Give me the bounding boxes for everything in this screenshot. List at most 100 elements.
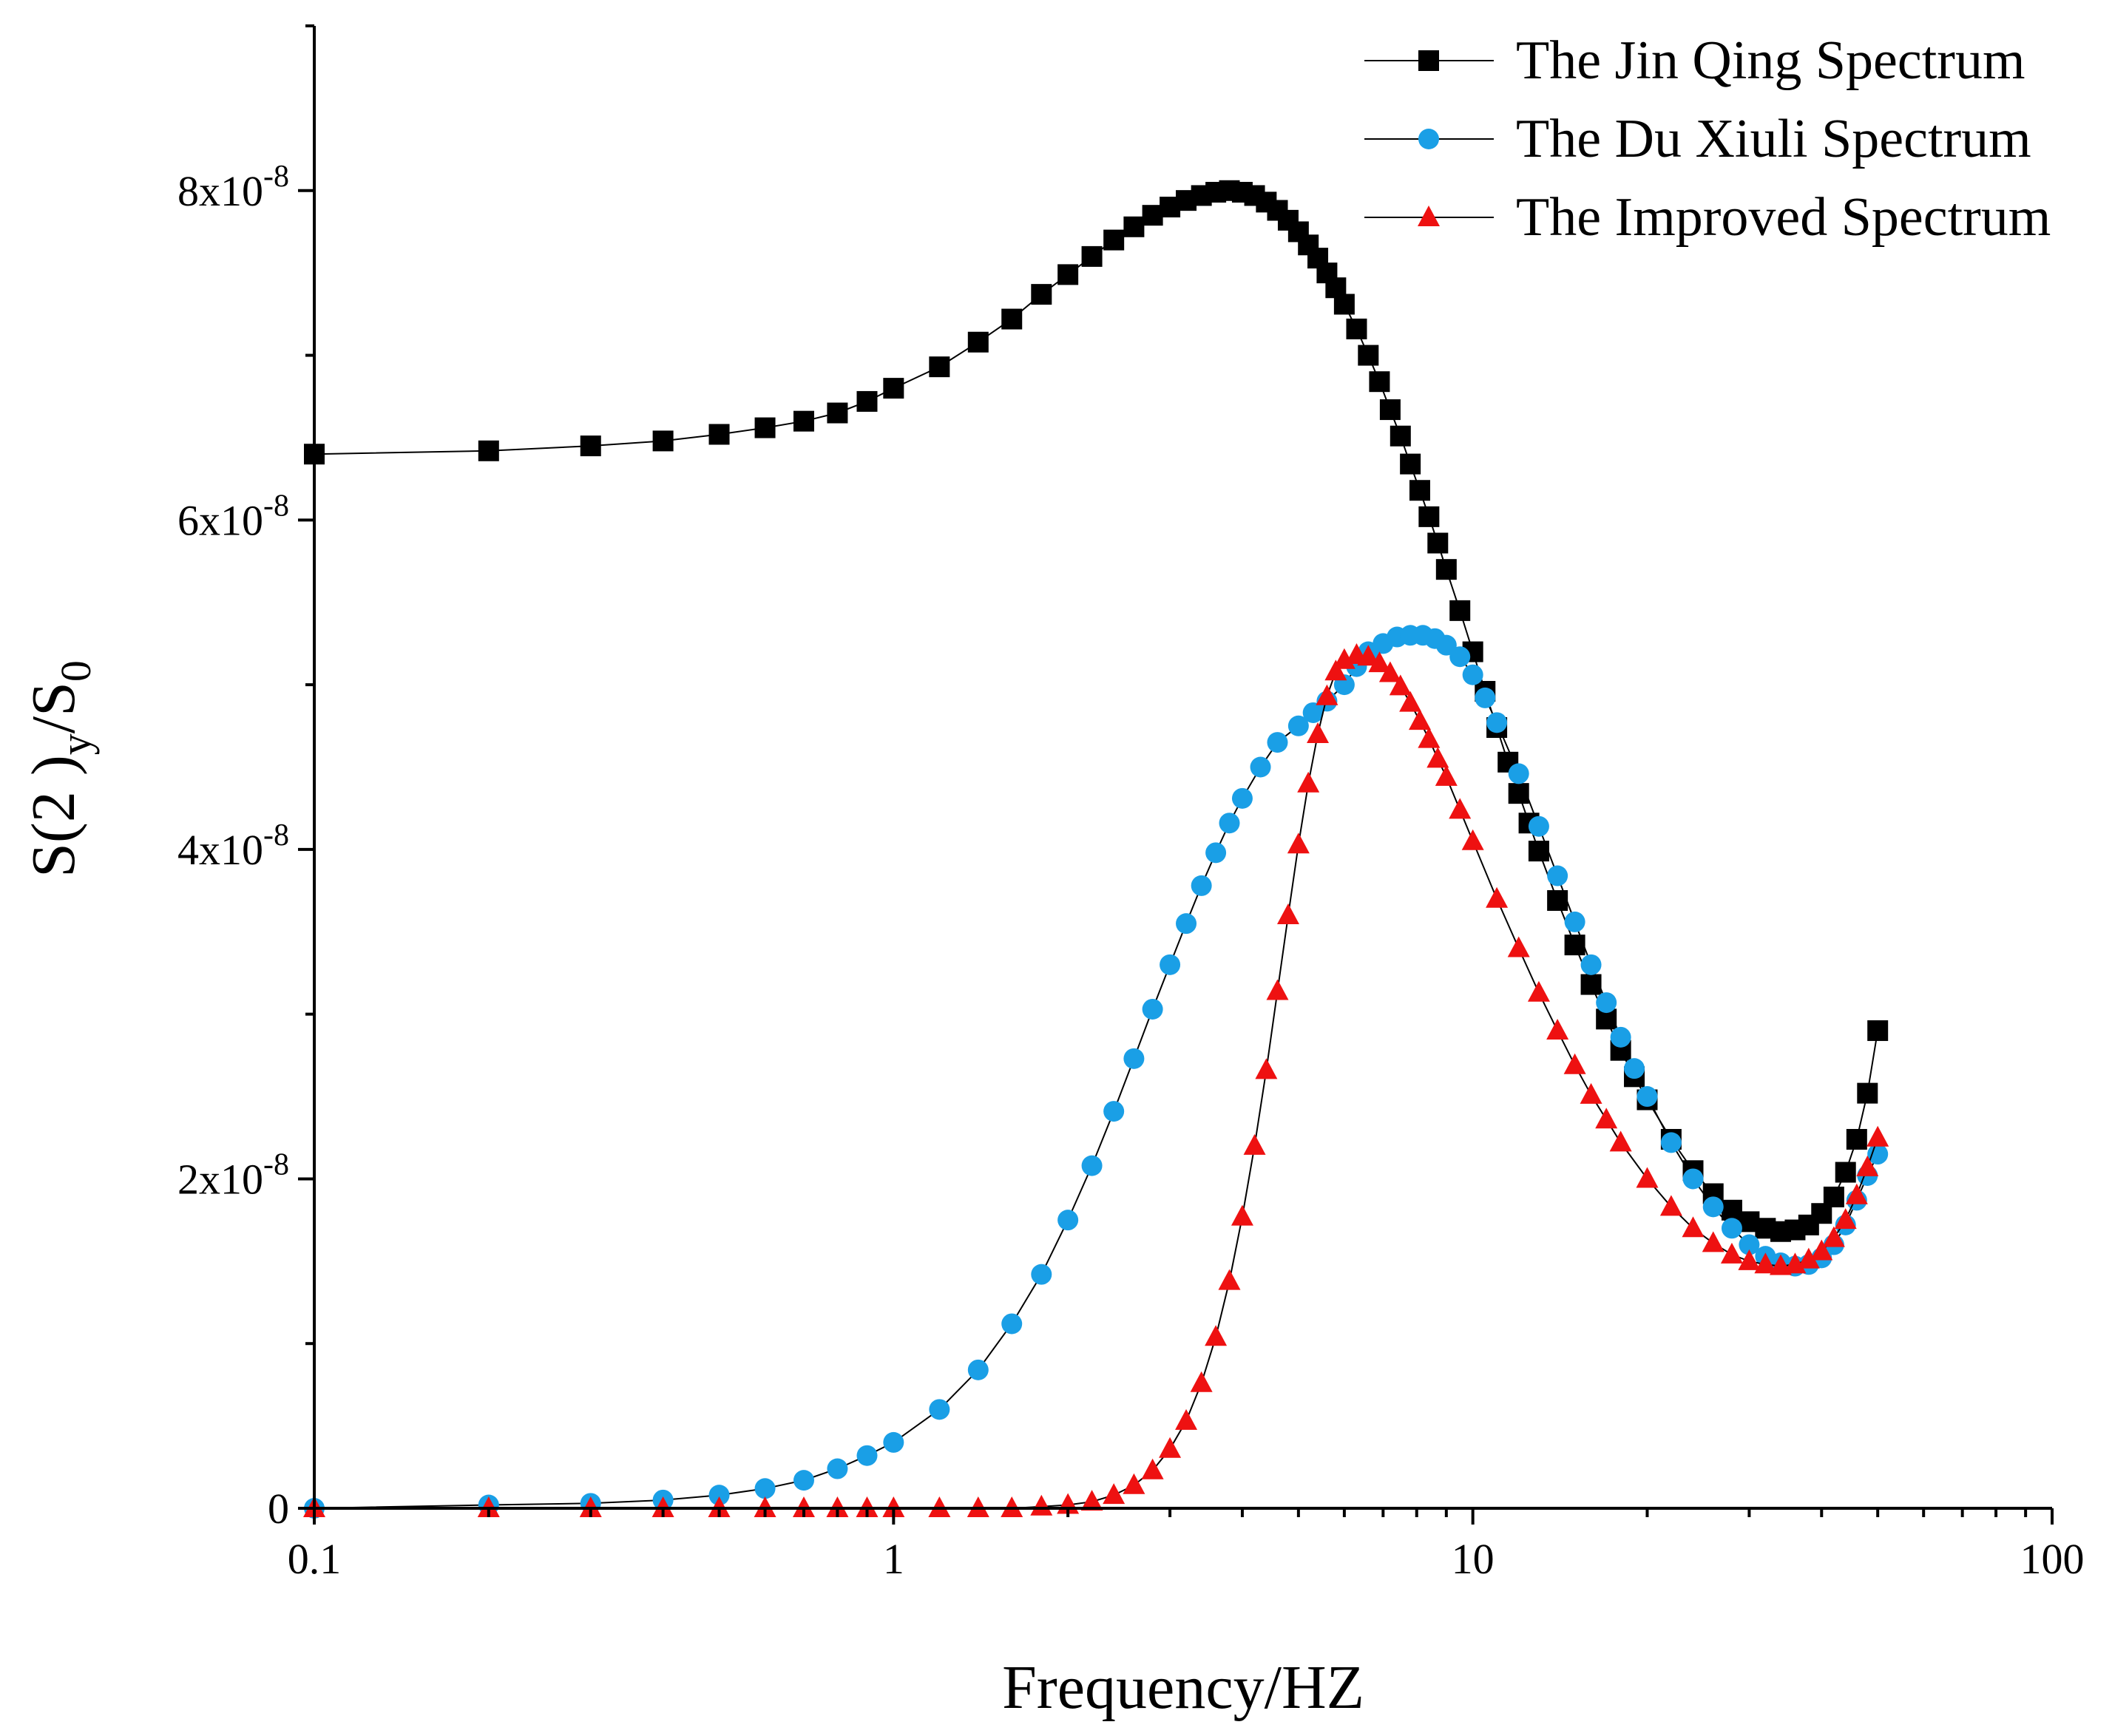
the-du-xiuli-spectrum-point <box>1475 687 1496 708</box>
the-jin-qing-spectrum-point <box>478 440 499 461</box>
the-jin-qing-spectrum-point <box>1867 1020 1889 1041</box>
the-improved-spectrum-point <box>1123 1473 1145 1494</box>
the-jin-qing-spectrum-point <box>856 390 878 412</box>
the-improved-spectrum-point <box>1563 1053 1586 1074</box>
the-du-xiuli-spectrum-point <box>1564 911 1585 932</box>
the-improved-spectrum-point <box>1738 1249 1761 1270</box>
the-du-xiuli-spectrum-point <box>1191 875 1212 896</box>
the-du-xiuli-spectrum-point <box>1287 715 1309 736</box>
the-improved-spectrum-point <box>1030 1494 1053 1516</box>
the-du-xiuli-spectrum-series <box>304 625 1889 1519</box>
the-jin-qing-spectrum-point <box>1400 453 1421 475</box>
the-improved-spectrum-point <box>1218 1269 1241 1290</box>
axes <box>313 26 2052 1510</box>
the-du-xiuli-spectrum-point <box>1624 1058 1645 1079</box>
the-du-xiuli-spectrum-point <box>883 1431 904 1453</box>
the-du-xiuli-spectrum-point <box>1219 813 1240 834</box>
y-tick-label: 4x10-8 <box>177 818 289 874</box>
x-tick-label: 10 <box>1452 1535 1495 1583</box>
the-improved-spectrum-point <box>1378 661 1401 682</box>
the-jin-qing-spectrum-point <box>1564 935 1585 956</box>
the-du-xiuli-spectrum-point <box>856 1445 878 1466</box>
the-jin-qing-spectrum-point <box>1390 425 1411 447</box>
the-improved-spectrum-point <box>1243 1133 1266 1155</box>
the-improved-spectrum-point <box>1546 1018 1569 1040</box>
the-improved-spectrum-point <box>1461 829 1484 850</box>
the-jin-qing-spectrum-point <box>1081 245 1103 267</box>
legend-label: The Improved Spectrum <box>1516 187 2051 248</box>
legend-item-the-jin-qing-spectrum: The Jin Qing Spectrum <box>1364 30 2025 91</box>
the-improved-spectrum-point <box>1659 1195 1682 1216</box>
the-improved-spectrum-point <box>1507 936 1530 957</box>
the-du-xiuli-spectrum-point <box>1250 756 1271 778</box>
the-du-xiuli-spectrum-point <box>1449 646 1471 668</box>
the-improved-spectrum-point <box>1276 903 1299 924</box>
the-jin-qing-spectrum-point <box>1123 216 1145 237</box>
y-tick-label: 8x10-8 <box>177 160 289 215</box>
the-improved-spectrum-point <box>1103 1483 1126 1505</box>
the-improved-spectrum-point <box>1141 1458 1164 1479</box>
legend-marker-circle <box>1418 129 1439 149</box>
the-jin-qing-spectrum-point <box>1580 974 1602 995</box>
x-tick-label: 0.1 <box>288 1535 342 1583</box>
the-du-xiuli-spectrum-point <box>1160 954 1181 975</box>
the-du-xiuli-spectrum-point <box>827 1458 848 1479</box>
the-jin-qing-spectrum-point <box>580 435 601 457</box>
the-jin-qing-spectrum-point <box>1418 506 1440 527</box>
the-jin-qing-spectrum-point <box>754 417 776 438</box>
the-du-xiuli-spectrum-point <box>1610 1026 1631 1048</box>
the-du-xiuli-spectrum-point <box>1528 816 1549 837</box>
the-du-xiuli-spectrum-point <box>1123 1048 1145 1069</box>
the-jin-qing-spectrum-series <box>304 180 1889 1242</box>
the-du-xiuli-spectrum-point <box>1231 787 1253 809</box>
y-axis-title-sub1: y <box>52 733 100 755</box>
legend-item-the-du-xiuli-spectrum: The Du Xiuli Spectrum <box>1364 109 2031 169</box>
the-jin-qing-spectrum-point <box>1427 532 1449 554</box>
the-jin-qing-spectrum-point <box>1369 371 1390 393</box>
legend-label: The Du Xiuli Spectrum <box>1516 109 2031 169</box>
the-improved-spectrum-point <box>1527 980 1550 1002</box>
the-improved-spectrum-series <box>303 643 1889 1517</box>
the-du-xiuli-spectrum-point <box>708 1485 730 1506</box>
the-improved-spectrum-point <box>1399 691 1422 712</box>
the-jin-qing-spectrum-point <box>1346 318 1367 339</box>
the-improved-spectrum-point <box>1636 1167 1659 1188</box>
the-jin-qing-spectrum-point <box>1333 294 1355 315</box>
the-improved-spectrum-point <box>1797 1247 1820 1269</box>
the-du-xiuli-spectrum-point <box>1142 998 1163 1020</box>
the-du-xiuli-spectrum-point <box>1267 732 1288 753</box>
x-axis-title: Frequency/HZ <box>1002 1653 1364 1722</box>
the-improved-spectrum-point <box>1316 684 1338 705</box>
y-tick-mantissa: 4x10 <box>177 826 263 874</box>
the-du-xiuli-spectrum-point <box>1660 1132 1682 1153</box>
the-improved-spectrum-point <box>1682 1216 1705 1238</box>
y-tick-exponent: -8 <box>263 489 289 523</box>
the-improved-spectrum-point <box>1418 727 1441 748</box>
the-du-xiuli-spectrum-point <box>1596 992 1617 1014</box>
the-improved-spectrum-point <box>1426 747 1449 768</box>
the-du-xiuli-spectrum-point <box>929 1399 950 1420</box>
the-improved-spectrum-point <box>1368 651 1391 673</box>
the-jin-qing-spectrum-point <box>929 356 950 378</box>
the-improved-spectrum-point <box>1080 1490 1103 1511</box>
the-du-xiuli-spectrum-point <box>1702 1196 1724 1218</box>
legend-marker-triangle <box>1418 206 1440 226</box>
the-jin-qing-spectrum-point <box>1057 264 1079 285</box>
the-jin-qing-spectrum-point <box>1846 1128 1867 1150</box>
the-improved-spectrum-point <box>1822 1226 1845 1247</box>
the-improved-spectrum-point <box>1357 645 1380 666</box>
y-axis-title-sub2: 0 <box>52 660 100 682</box>
the-improved-spectrum-point <box>1297 771 1320 793</box>
x-ticks: 0.1 1 10 100 <box>288 1508 2085 1583</box>
the-du-xiuli-spectrum-point <box>1057 1210 1079 1231</box>
the-du-xiuli-spectrum-point <box>1486 712 1508 733</box>
the-improved-spectrum-point <box>1205 1325 1228 1346</box>
the-du-xiuli-spectrum-point <box>1682 1168 1704 1190</box>
the-improved-spectrum-point <box>1175 1408 1198 1430</box>
y-tick-exponent: -8 <box>263 160 289 194</box>
the-du-xiuli-spectrum-point <box>1031 1264 1052 1285</box>
the-improved-spectrum-point <box>1324 660 1347 681</box>
the-improved-spectrum-point <box>1159 1437 1182 1458</box>
the-du-xiuli-spectrum-point <box>1637 1086 1658 1108</box>
